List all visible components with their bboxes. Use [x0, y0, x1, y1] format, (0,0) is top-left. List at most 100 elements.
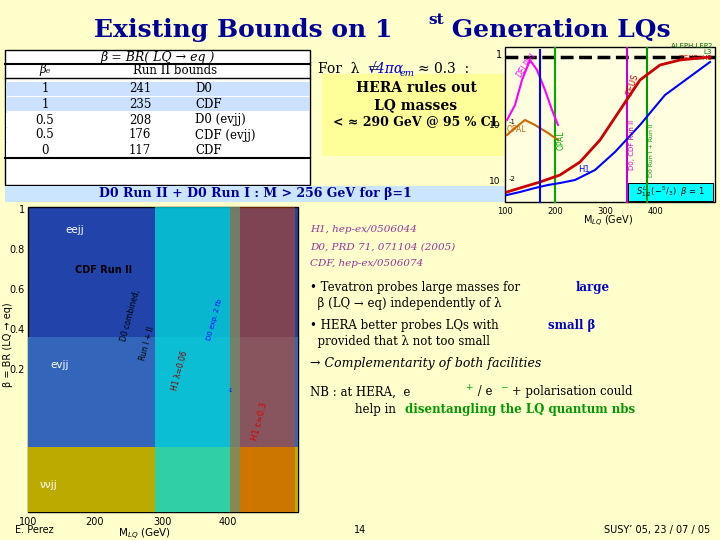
Text: 117: 117	[129, 144, 151, 157]
Text: 241: 241	[129, 83, 151, 96]
Text: D0: D0	[195, 83, 212, 96]
Text: H1: H1	[578, 165, 590, 174]
Text: β (LQ → eq) independently of λ: β (LQ → eq) independently of λ	[310, 296, 502, 309]
Text: 0.5: 0.5	[35, 113, 55, 126]
Text: D0, PRD 71, 071104 (2005): D0, PRD 71, 071104 (2005)	[310, 242, 455, 252]
Text: 176: 176	[129, 129, 151, 141]
Text: M$_{LQ}$ (GeV): M$_{LQ}$ (GeV)	[583, 214, 633, 229]
Text: 0.2: 0.2	[9, 365, 25, 375]
Text: DELPHI: DELPHI	[515, 51, 538, 79]
Bar	[230, 207, 295, 512]
Bar	[6, 97, 309, 111]
Text: Generation LQs: Generation LQs	[443, 18, 670, 42]
Bar	[6, 113, 309, 127]
Text: CDF, hep-ex/0506074: CDF, hep-ex/0506074	[310, 260, 423, 268]
Text: < ≈ 290 GeV @ 95 % CL: < ≈ 290 GeV @ 95 % CL	[333, 116, 499, 129]
Text: ZEUS: ZEUS	[625, 73, 641, 97]
Text: 1: 1	[41, 98, 49, 111]
Bar	[5, 186, 510, 202]
Text: D0 combined,: D0 combined,	[119, 288, 141, 342]
Text: +: +	[465, 382, 472, 392]
Text: help in: help in	[355, 403, 400, 416]
Text: L3: L3	[703, 49, 712, 55]
Bar	[628, 183, 713, 201]
Text: CDF Run II: CDF Run II	[75, 265, 132, 275]
Text: Run I + II: Run I + II	[138, 326, 156, 362]
Text: provided that λ not too small: provided that λ not too small	[310, 334, 490, 348]
Bar	[505, 47, 715, 202]
Text: 0.4: 0.4	[10, 325, 25, 335]
Text: NB : at HERA,  e: NB : at HERA, e	[310, 386, 410, 399]
Text: 1: 1	[496, 50, 502, 60]
Text: 100: 100	[497, 207, 513, 216]
Text: ννjj: ννjj	[40, 480, 58, 490]
Text: -1: -1	[228, 388, 233, 393]
Text: large: large	[576, 281, 610, 294]
Text: D0 Run I + Run II: D0 Run I + Run II	[649, 123, 654, 177]
Bar	[28, 207, 298, 512]
Text: em: em	[400, 69, 415, 78]
Text: −: −	[500, 382, 508, 392]
Text: β = BR (LQ → eq): β = BR (LQ → eq)	[3, 303, 13, 387]
Text: 14: 14	[354, 525, 366, 535]
Text: H1 c≈0.3: H1 c≈0.3	[251, 402, 269, 442]
Text: D0 exp. 2 fb: D0 exp. 2 fb	[207, 298, 223, 341]
Text: 235: 235	[129, 98, 151, 111]
Text: LQ masses: LQ masses	[374, 98, 458, 112]
Text: st: st	[428, 13, 444, 27]
Text: ALEPH LEP2: ALEPH LEP2	[670, 43, 712, 49]
Text: 400: 400	[647, 207, 663, 216]
Text: -2: -2	[509, 176, 516, 182]
Text: CDF (evjj): CDF (evjj)	[195, 129, 256, 141]
Text: D0 Run II + D0 Run I : M > 256 GeV for β=1: D0 Run II + D0 Run I : M > 256 GeV for β…	[99, 187, 411, 200]
Text: / e: / e	[474, 386, 492, 399]
Text: βₑ: βₑ	[40, 64, 50, 77]
Text: • HERA better probes LQs with: • HERA better probes LQs with	[310, 320, 503, 333]
Text: H1, hep-ex/0506044: H1, hep-ex/0506044	[310, 226, 417, 234]
Text: 0.5: 0.5	[35, 129, 55, 141]
Text: 1: 1	[19, 205, 25, 215]
Text: 100: 100	[19, 517, 37, 527]
Text: Existing Bounds on 1: Existing Bounds on 1	[94, 18, 392, 42]
Text: 200: 200	[547, 207, 563, 216]
Text: -1: -1	[509, 119, 516, 125]
Text: • Tevatron probes large masses for: • Tevatron probes large masses for	[310, 281, 524, 294]
Bar	[28, 337, 298, 512]
Bar	[155, 207, 240, 512]
Text: OPAL: OPAL	[507, 125, 526, 134]
Text: M$_{LQ}$ (GeV): M$_{LQ}$ (GeV)	[119, 527, 171, 540]
Bar	[5, 50, 310, 185]
Bar	[6, 82, 309, 96]
Text: OPAL: OPAL	[557, 130, 566, 150]
Bar	[6, 143, 309, 157]
Text: CDF: CDF	[195, 144, 222, 157]
Bar	[28, 447, 298, 512]
Text: D0 (evjj): D0 (evjj)	[195, 113, 246, 126]
Text: disentangling the LQ quantum nbs: disentangling the LQ quantum nbs	[405, 403, 635, 416]
Text: 0: 0	[41, 144, 49, 157]
Text: SUSY’ 05, 23 / 07 / 05: SUSY’ 05, 23 / 07 / 05	[604, 525, 710, 535]
Text: HERA rules out: HERA rules out	[356, 81, 477, 95]
Text: ≈ 0.3  :: ≈ 0.3 :	[418, 62, 469, 76]
Text: β = BR( LQ → eq ): β = BR( LQ → eq )	[101, 51, 215, 64]
Text: E. Perez: E. Perez	[15, 525, 53, 535]
Text: 10: 10	[488, 120, 500, 130]
Text: H1 λ=0.06: H1 λ=0.06	[171, 350, 189, 392]
Text: 208: 208	[129, 113, 151, 126]
Text: 1: 1	[41, 83, 49, 96]
Text: 400: 400	[219, 517, 237, 527]
Text: CDF: CDF	[195, 98, 222, 111]
Text: $S^{L}_{1/2}(-^5/_3)$  $\beta$ = 1: $S^{L}_{1/2}(-^5/_3)$ $\beta$ = 1	[636, 184, 704, 200]
Text: evjj: evjj	[50, 360, 68, 370]
Bar	[322, 74, 510, 156]
Text: 10: 10	[488, 178, 500, 186]
Text: 0.6: 0.6	[10, 285, 25, 295]
Text: For  λ  =: For λ =	[318, 62, 380, 76]
Text: ZEUS  H1: ZEUS H1	[679, 55, 712, 61]
Text: Run II bounds: Run II bounds	[133, 64, 217, 77]
Text: eejj: eejj	[65, 225, 84, 235]
Text: D0, CDF Run II: D0, CDF Run II	[629, 120, 635, 170]
Text: 200: 200	[86, 517, 104, 527]
Text: √4πα: √4πα	[368, 62, 404, 76]
Text: 300: 300	[597, 207, 613, 216]
